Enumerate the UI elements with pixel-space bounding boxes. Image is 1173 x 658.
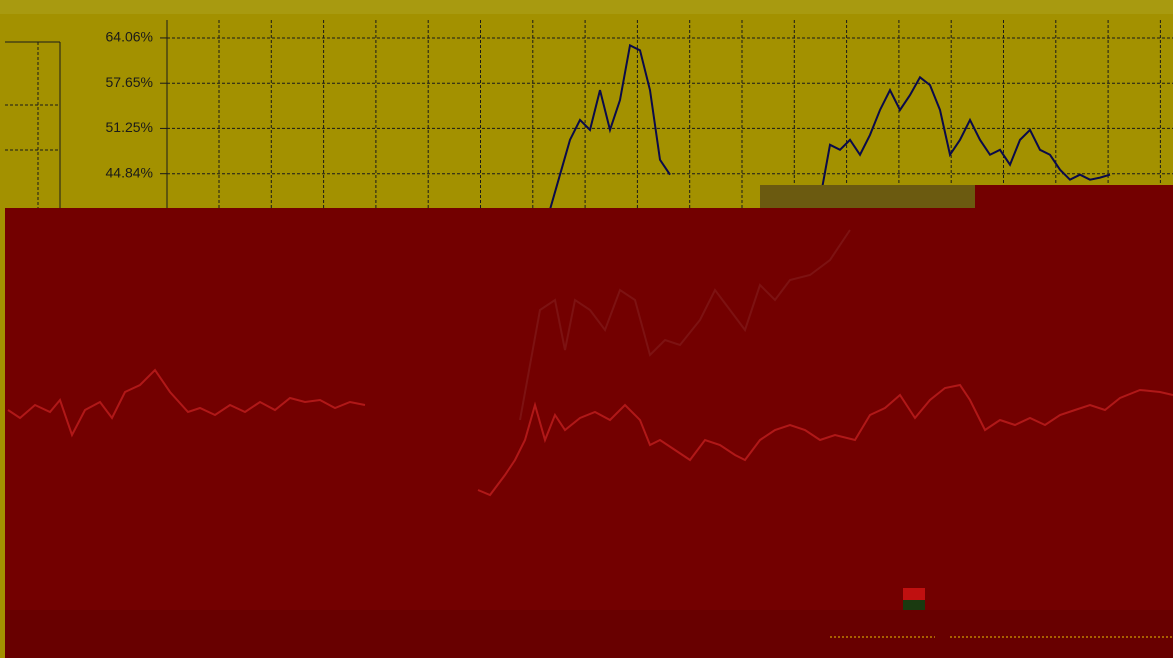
artifact-block (903, 600, 925, 610)
artifact-line (477, 383, 1173, 497)
series-line (549, 43, 1111, 210)
artifact-block (5, 610, 1173, 658)
y-tick-label: 44.84% (106, 164, 153, 180)
artifact-line (519, 229, 851, 421)
artifact-line (7, 368, 366, 438)
overlay (5, 185, 1173, 658)
plot: 64.06% 57.65% 51.25% 44.84% (106, 29, 1173, 210)
y-tick-label: 57.65% (106, 74, 153, 90)
vertical-grid (218, 20, 1161, 222)
artifact-block (760, 185, 975, 210)
left-panel (5, 41, 61, 210)
y-tick-label: 51.25% (106, 119, 153, 135)
artifact-block (5, 208, 1173, 658)
y-tick-label: 64.06% (106, 29, 153, 45)
top-bar (0, 0, 1173, 14)
